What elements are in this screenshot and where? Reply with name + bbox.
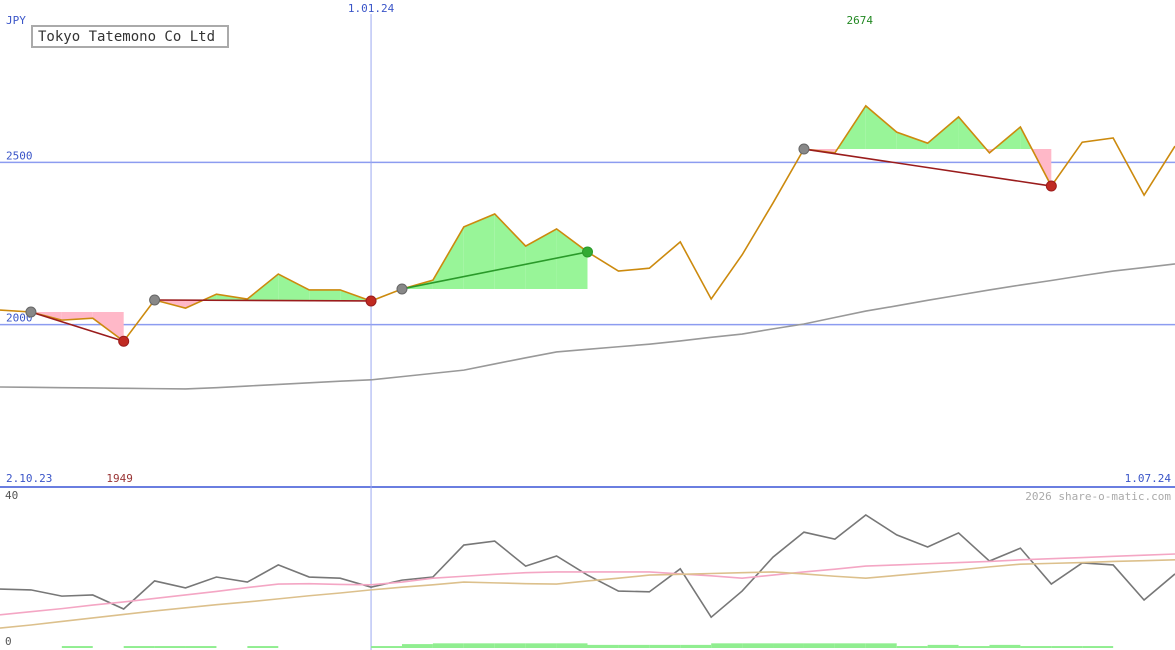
signal-bar (154, 646, 186, 648)
signal-bar (711, 643, 743, 648)
y-tick-label: 40 (5, 489, 18, 502)
series-line (0, 559, 1175, 629)
trend-end (582, 246, 593, 258)
y-tick-label: 0 (5, 635, 12, 648)
x-tick-label: 1.07.24 (1125, 472, 1172, 485)
series-line (0, 553, 1175, 616)
trend-end (118, 335, 130, 347)
trend-line (401, 251, 588, 290)
series-line (0, 104, 1175, 343)
signal-bar (618, 644, 650, 648)
signal-bar (865, 643, 897, 648)
signal-bar (773, 643, 804, 648)
watermark: 2026 share-o-matic.com (1025, 490, 1171, 503)
chart-title: Tokyo Tatemono Co Ltd (38, 29, 215, 45)
y-tick-label: 2000 (6, 312, 33, 325)
signal-bar (989, 644, 1021, 648)
signal-bar (123, 646, 155, 648)
trend-line (154, 299, 372, 302)
series-line (0, 514, 1175, 619)
signal-bar (61, 646, 93, 648)
x-tick-label: 2.10.23 (6, 472, 52, 485)
trend-fill (92, 312, 124, 342)
trend-line (30, 311, 124, 342)
x-tick-label: 1.01.24 (348, 2, 395, 15)
signal-bar (927, 644, 959, 648)
trend-fill (278, 274, 310, 300)
trend-start (396, 283, 408, 295)
trend-line (803, 148, 1052, 187)
y-tick-label: 2500 (6, 149, 33, 162)
trend-fill (463, 213, 495, 289)
signal-bar (1020, 646, 1052, 648)
signal-bar (1051, 646, 1083, 648)
signal-bar (494, 643, 526, 648)
signal-bar (680, 644, 712, 648)
signal-bar (185, 646, 217, 648)
signal-bar (247, 646, 279, 648)
series-line (0, 263, 1175, 390)
signal-bar (1082, 646, 1114, 648)
signal-bar (525, 643, 557, 648)
signal-bar (896, 646, 928, 648)
title-box (31, 25, 229, 48)
trend-fill (309, 289, 341, 300)
signal-bar (463, 643, 495, 648)
trend-start (25, 306, 37, 318)
trend-end (1045, 180, 1057, 192)
high-label: 2674 (847, 14, 874, 27)
signal-bar (742, 643, 774, 648)
signal-bar (371, 646, 402, 648)
signal-bar (803, 643, 835, 648)
trend-fill (556, 228, 588, 289)
signal-bar (649, 644, 681, 648)
signal-bar (401, 644, 433, 648)
trend-fill (494, 213, 526, 289)
signal-bar (587, 644, 619, 648)
trend-fill (865, 105, 897, 150)
signal-bar (834, 643, 866, 648)
trend-start (798, 143, 810, 155)
trend-fill (927, 116, 959, 150)
trend-fill (432, 226, 464, 289)
trend-start (149, 294, 161, 306)
signal-bar (432, 643, 464, 648)
signal-bar (958, 646, 990, 648)
trend-fill (896, 132, 928, 150)
trend-end (365, 295, 377, 307)
low-label: 1949 (106, 472, 133, 485)
signal-bar (556, 643, 588, 648)
unit-label: JPY (6, 14, 26, 27)
trend-fill (525, 228, 557, 289)
